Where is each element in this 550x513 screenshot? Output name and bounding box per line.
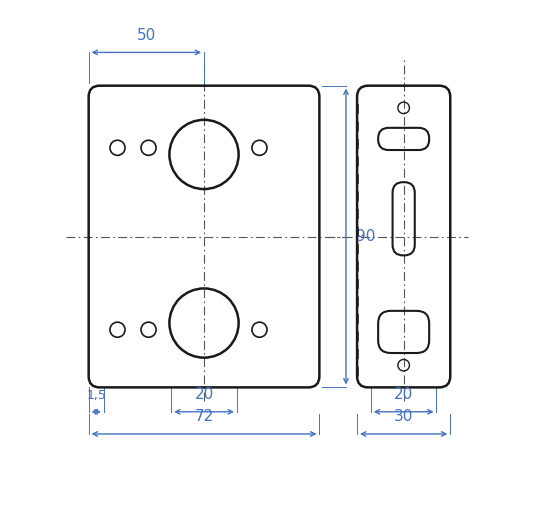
Text: 72: 72 <box>194 409 213 424</box>
Text: 30: 30 <box>394 409 414 424</box>
Text: 90: 90 <box>356 229 375 244</box>
Text: 20: 20 <box>394 387 413 402</box>
Text: 20: 20 <box>194 387 213 402</box>
Text: 50: 50 <box>137 28 156 43</box>
Text: 1,5: 1,5 <box>86 389 106 402</box>
